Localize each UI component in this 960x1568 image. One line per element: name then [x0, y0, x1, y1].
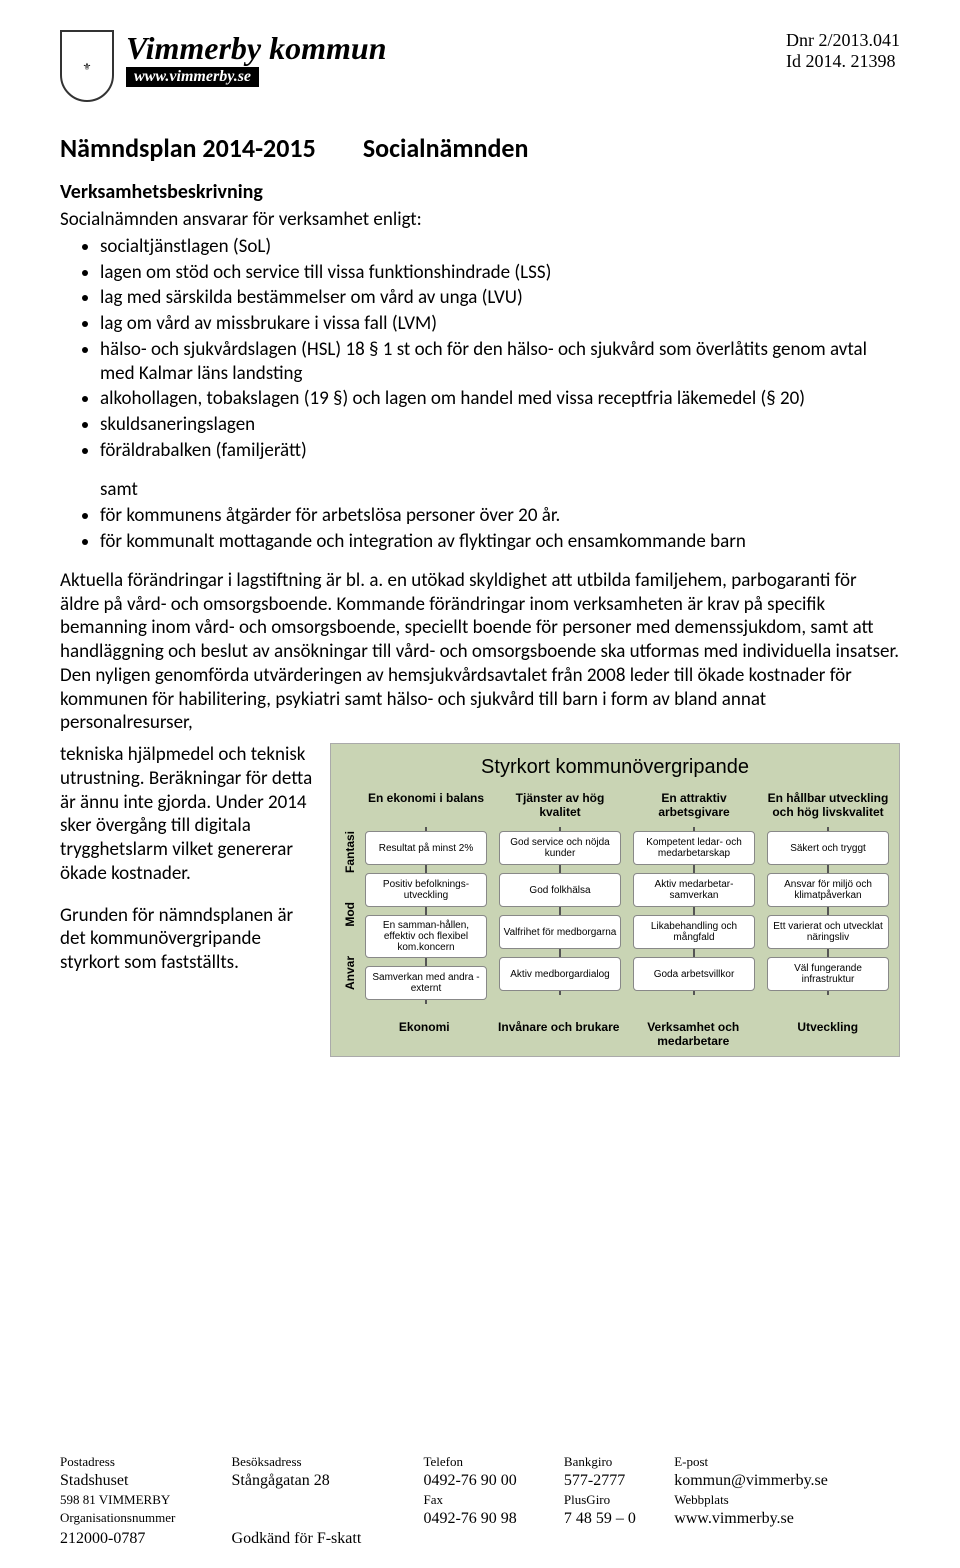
- styrkort-box: Likabehandling och mångfald: [633, 915, 755, 949]
- footer-cell: Webbplats: [674, 1492, 900, 1510]
- section-heading: Verksamhetsbeskrivning: [60, 180, 900, 204]
- list-item: för kommunalt mottagande och integration…: [100, 529, 900, 555]
- title-a: Nämndsplan 2014-2015: [60, 132, 316, 164]
- footer-cell: Stångågatan 28: [232, 1472, 424, 1492]
- list-item: skuldsaneringslagen: [100, 412, 900, 438]
- dnr: Dnr 2/2013.041: [786, 30, 900, 51]
- styrkort-bottom-row: Ekonomi Invånare och brukare Verksamhet oc…: [341, 1020, 889, 1048]
- footer-cell: [232, 1510, 424, 1530]
- styrkort-chart: Styrkort kommunövergripande Fantasi Mod An…: [330, 743, 900, 1057]
- styrkort-col-head: En hållbar utveckling och hög livskvalit…: [767, 791, 889, 823]
- styrkort-box: Positiv befolknings-utveckling: [365, 873, 487, 907]
- kommun-block: Vimmerby kommun www.vimmerby.se: [126, 30, 386, 87]
- kommun-name: Vimmerby kommun: [126, 30, 386, 67]
- flow-wrap: tekniska hjälpmedel och teknisk utrustni…: [60, 743, 900, 1057]
- header-right: Dnr 2/2013.041 Id 2014. 21398: [786, 30, 900, 72]
- footer-cell: 577-2777: [564, 1472, 674, 1492]
- page-title: Nämndsplan 2014-2015 Socialnämnden: [60, 132, 900, 164]
- styrkort-box: God folkhälsa: [499, 873, 621, 907]
- list-item: socialtjänstlagen (SoL): [100, 234, 900, 260]
- left-block-1: tekniska hjälpmedel och teknisk utrustni…: [60, 743, 320, 886]
- styrkort-sidelabel: Anvar: [343, 956, 357, 990]
- footer-cell: [423, 1530, 563, 1550]
- styrkort-box: Väl fungerande infrastruktur: [767, 957, 889, 991]
- footer-cell: 0492-76 90 98: [423, 1510, 563, 1530]
- footer-cell: 598 81 VIMMERBY: [60, 1492, 232, 1510]
- footer-cell: Fax: [423, 1492, 563, 1510]
- list-item: lagen om stöd och service till vissa fun…: [100, 260, 900, 286]
- header-left: ⚜ Vimmerby kommun www.vimmerby.se: [60, 30, 386, 102]
- styrkort-box: Aktiv medarbetar-samverkan: [633, 873, 755, 907]
- styrkort-bottom-cell: Invånare och brukare: [498, 1020, 621, 1048]
- list-item: föräldrabalken (familjerätt): [100, 438, 900, 464]
- left-block-2: Grunden för nämndsplanen är det kommunöv…: [60, 904, 320, 975]
- footer-cell: Besöksadress: [232, 1454, 424, 1472]
- footer-cell: 0492-76 90 00: [423, 1472, 563, 1492]
- styrkort-title: Styrkort kommunövergripande: [341, 756, 889, 779]
- styrkort-box: Ansvar för miljö och klimatpåverkan: [767, 873, 889, 907]
- styrkort-box: En samman-hållen, effektiv och flexibel …: [365, 915, 487, 958]
- paragraph-main: Aktuella förändringar i lagstiftning är …: [60, 569, 900, 735]
- styrkort-sidelabels: Fantasi Mod Anvar: [341, 791, 359, 1004]
- header: ⚜ Vimmerby kommun www.vimmerby.se Dnr 2/…: [60, 30, 900, 102]
- list-item: alkohollagen, tobakslagen (19 §) och lag…: [100, 386, 900, 412]
- styrkort-sidelabel: Mod: [343, 902, 357, 927]
- samt: samt: [60, 478, 900, 502]
- footer-cell: [564, 1530, 674, 1550]
- styrkort-bottom-cell: Utveckling: [767, 1020, 890, 1048]
- title-b: Socialnämnden: [363, 132, 529, 164]
- styrkort-bottom-cell: Ekonomi: [363, 1020, 486, 1048]
- styrkort-col-head: Tjänster av hög kvalitet: [499, 791, 621, 823]
- styrkort-column: En ekonomi i balans Resultat på minst 2% P…: [365, 791, 487, 1004]
- bullet-list-2: för kommunens åtgärder för arbetslösa pe…: [60, 503, 900, 555]
- list-item: hälso- och sjukvårdslagen (HSL) 18 § 1 s…: [100, 337, 900, 387]
- footer-cell: Telefon: [423, 1454, 563, 1472]
- styrkort-box: Aktiv medborgardialog: [499, 957, 621, 991]
- styrkort-columns: En ekonomi i balans Resultat på minst 2% P…: [365, 791, 889, 1004]
- doc-id: Id 2014. 21398: [786, 51, 900, 72]
- footer-cell: Organisationsnummer: [60, 1510, 232, 1530]
- styrkort-col-head: En attraktiv arbetsgivare: [633, 791, 755, 823]
- styrkort-box: Säkert och tryggt: [767, 831, 889, 865]
- footer-cell: kommun@vimmerby.se: [674, 1472, 900, 1492]
- footer-cell: 212000-0787: [60, 1530, 232, 1550]
- styrkort-col-head: En ekonomi i balans: [368, 791, 484, 823]
- intro-line: Socialnämnden ansvarar för verksamhet en…: [60, 208, 900, 232]
- styrkort-bottom-cell: Verksamhet och medarbetare: [632, 1020, 755, 1048]
- styrkort-box: Resultat på minst 2%: [365, 831, 487, 865]
- footer-cell: Postadress: [60, 1454, 232, 1472]
- footer-cell: PlusGiro: [564, 1492, 674, 1510]
- styrkort-column: En hållbar utveckling och hög livskvalit…: [767, 791, 889, 1004]
- footer-cell: E-post: [674, 1454, 900, 1472]
- list-item: lag om vård av missbrukare i vissa fall …: [100, 311, 900, 337]
- styrkort-box: Samverkan med andra - externt: [365, 966, 487, 1000]
- styrkort-column: En attraktiv arbetsgivare Kompetent ledar…: [633, 791, 755, 1004]
- kommun-url: www.vimmerby.se: [126, 67, 259, 87]
- footer-cell: Stadshuset: [60, 1472, 232, 1492]
- styrkort-column: Tjänster av hög kvalitet God service och …: [499, 791, 621, 1004]
- footer: PostadressBesöksadressTelefonBankgiroE-p…: [60, 1454, 900, 1550]
- footer-cell: Bankgiro: [564, 1454, 674, 1472]
- footer-cell: 7 48 59 – 0: [564, 1510, 674, 1530]
- footer-cell: www.vimmerby.se: [674, 1510, 900, 1530]
- styrkort-box: Ett varierat och utvecklat näringsliv: [767, 915, 889, 949]
- municipal-crest-icon: ⚜: [60, 30, 114, 102]
- footer-cell: Godkänd för F-skatt: [232, 1530, 424, 1550]
- bullet-list-1: socialtjänstlagen (SoL)lagen om stöd och…: [60, 234, 900, 464]
- footer-cell: [232, 1492, 424, 1510]
- list-item: lag med särskilda bestämmelser om vård a…: [100, 285, 900, 311]
- styrkort-box: Kompetent ledar- och medarbetarskap: [633, 831, 755, 865]
- footer-cell: [674, 1530, 900, 1550]
- footer-table: PostadressBesöksadressTelefonBankgiroE-p…: [60, 1454, 900, 1550]
- styrkort-box: Goda arbetsvillkor: [633, 957, 755, 991]
- styrkort-box: God service och nöjda kunder: [499, 831, 621, 865]
- styrkort-sidelabel: Fantasi: [343, 831, 357, 873]
- styrkort-box: Valfrihet för medborgarna: [499, 915, 621, 949]
- list-item: för kommunens åtgärder för arbetslösa pe…: [100, 503, 900, 529]
- flow-left: tekniska hjälpmedel och teknisk utrustni…: [60, 743, 320, 1057]
